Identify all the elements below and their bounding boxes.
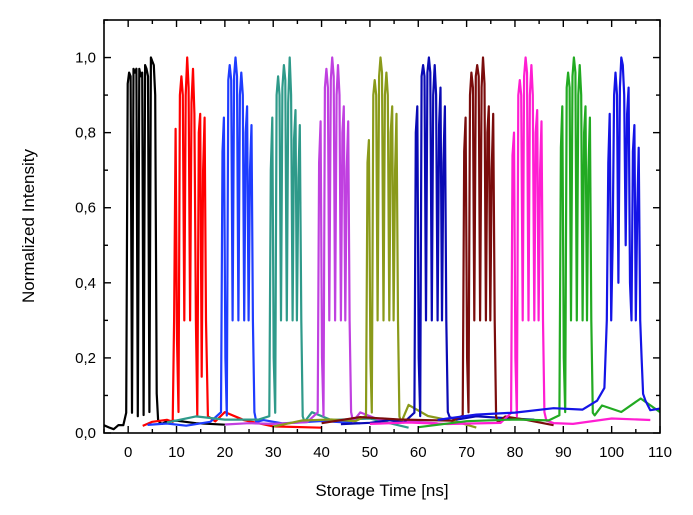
series-line (272, 56, 477, 429)
x-tick-label: 0 (124, 444, 132, 461)
x-tick-label: 40 (313, 444, 330, 461)
series-line (340, 56, 535, 426)
y-tick-label: 0,4 (75, 275, 96, 292)
x-tick-label: 80 (507, 444, 524, 461)
y-axis-title: Normalized Intensity (19, 149, 38, 304)
y-tick-label: 0,0 (75, 425, 96, 442)
series-line (437, 56, 660, 421)
series-line (369, 56, 651, 426)
y-axis: 0,0 0,2 0,4 0,6 0,8 1,0 (75, 19, 660, 442)
series-line (418, 56, 660, 429)
x-tick-label: 30 (265, 444, 282, 461)
series-line (224, 56, 438, 426)
y-tick-label: 0,2 (75, 350, 96, 367)
series-layer (104, 56, 660, 431)
x-tick-label: 90 (555, 444, 572, 461)
y-tick-label: 1,0 (75, 50, 96, 67)
x-tick-label: 60 (410, 444, 427, 461)
y-tick-label: 0,8 (75, 125, 96, 142)
series-line (321, 56, 554, 427)
series-line (142, 56, 322, 429)
series-line (166, 56, 409, 429)
series-line (147, 56, 361, 427)
x-axis-title: Storage Time [ns] (315, 481, 448, 500)
x-axis: 0 10 20 30 40 50 60 70 80 90 100 110 (103, 20, 672, 461)
y-tick-label: 0,6 (75, 200, 96, 217)
x-tick-label: 50 (362, 444, 379, 461)
plot-frame (103, 19, 661, 434)
x-tick-label: 10 (168, 444, 185, 461)
x-tick-label: 100 (599, 444, 624, 461)
x-tick-label: 110 (648, 444, 672, 461)
x-tick-label: 70 (458, 444, 475, 461)
x-tick-label: 20 (217, 444, 234, 461)
